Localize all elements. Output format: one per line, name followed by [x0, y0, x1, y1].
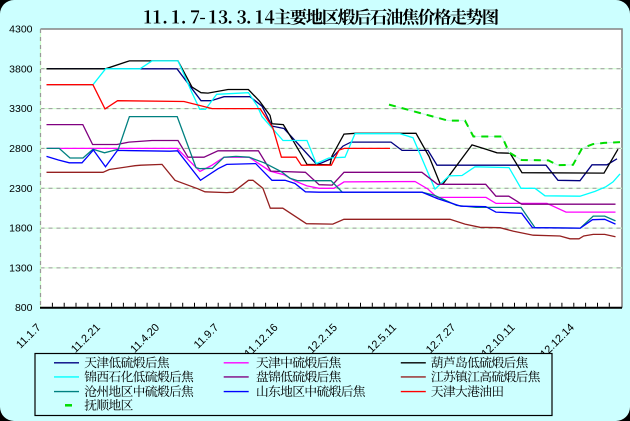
- svg-text:1300: 1300: [9, 262, 33, 274]
- svg-text:1800: 1800: [9, 223, 33, 235]
- svg-text:800: 800: [15, 302, 33, 314]
- svg-text:4300: 4300: [9, 24, 33, 36]
- svg-text:3800: 3800: [9, 63, 33, 75]
- svg-text:3300: 3300: [9, 103, 33, 115]
- svg-text:2800: 2800: [9, 143, 33, 155]
- svg-text:2300: 2300: [9, 183, 33, 195]
